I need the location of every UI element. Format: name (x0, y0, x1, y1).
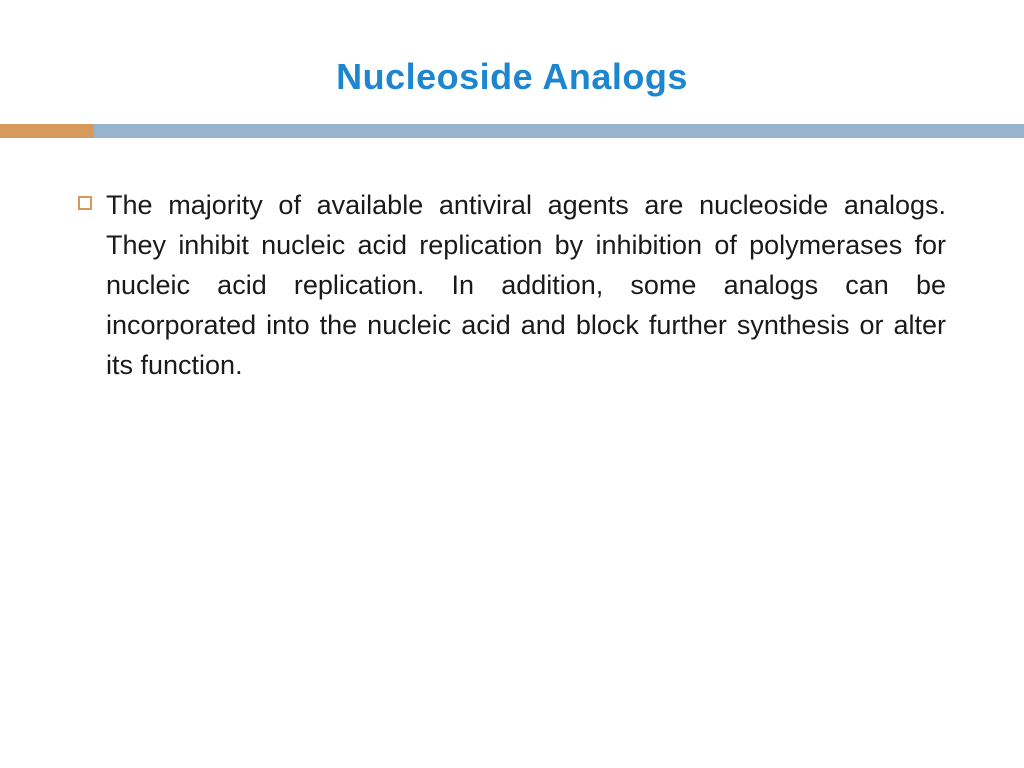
bullet-item: The majority of available antiviral agen… (78, 186, 946, 386)
content-area: The majority of available antiviral agen… (0, 138, 1024, 386)
bullet-text: The majority of available antiviral agen… (106, 186, 946, 386)
slide-title: Nucleoside Analogs (0, 0, 1024, 124)
divider-main (94, 124, 1024, 138)
slide: Nucleoside Analogs The majority of avail… (0, 0, 1024, 768)
divider-accent (0, 124, 94, 138)
bullet-square-icon (78, 196, 92, 210)
divider (0, 124, 1024, 138)
